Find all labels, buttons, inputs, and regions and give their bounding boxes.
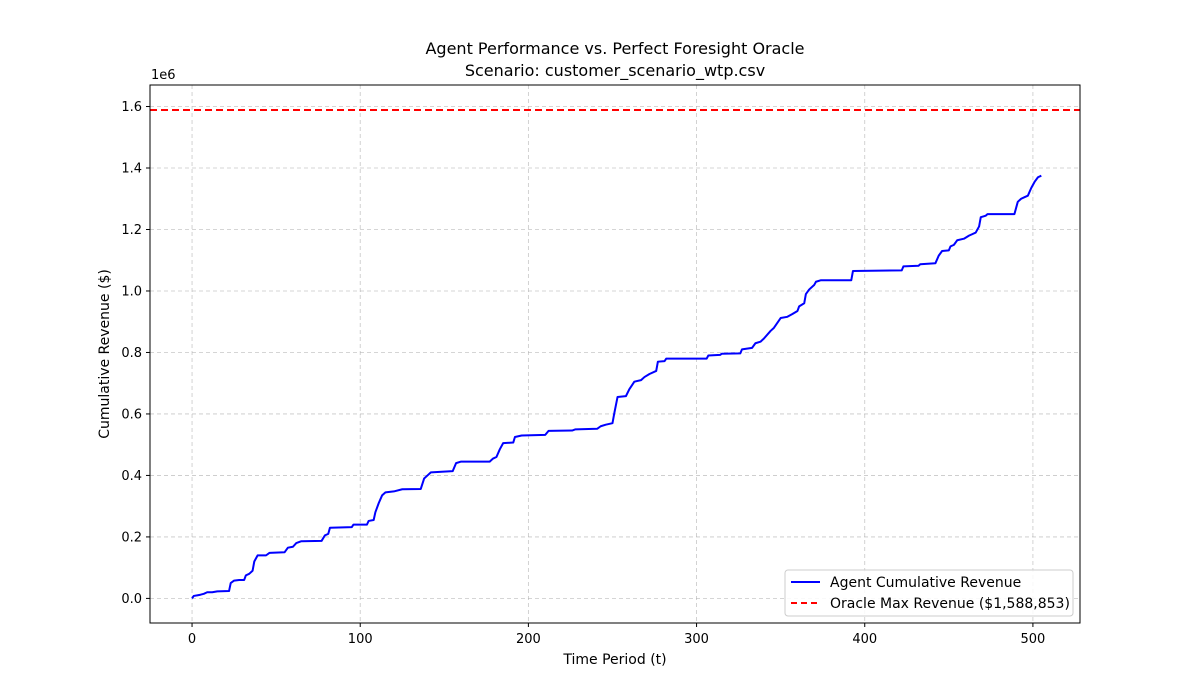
- y-tick-label: 1.4: [121, 162, 142, 177]
- chart-title: Agent Performance vs. Perfect Foresight …: [425, 39, 804, 58]
- x-tick-label: 300: [684, 632, 709, 647]
- y-tick-label: 0.6: [121, 407, 142, 422]
- x-tick-label: 400: [852, 632, 877, 647]
- y-axis: 0.0 0.2 0.4 0.6 0.8 1.0 1.2 1.4 1.6: [121, 100, 150, 607]
- x-tick-label: 0: [188, 632, 196, 647]
- plot-frame: [149, 84, 1081, 624]
- grid: [150, 85, 1080, 623]
- y-tick-label: 0.0: [121, 592, 142, 607]
- agent-revenue-line: [191, 174, 1042, 599]
- chart-subtitle: Scenario: customer_scenario_wtp.csv: [465, 61, 765, 81]
- legend-agent-label: Agent Cumulative Revenue: [830, 575, 1021, 591]
- y-tick-label: 0.2: [121, 530, 142, 545]
- y-tick-label: 0.4: [121, 469, 142, 484]
- y-tick-label: 0.8: [121, 346, 142, 361]
- y-tick-label: 1.0: [121, 284, 142, 299]
- x-tick-label: 500: [1020, 632, 1045, 647]
- plot-area: [150, 108, 1080, 599]
- y-tick-label: 1.2: [121, 223, 142, 238]
- legend-oracle-label: Oracle Max Revenue ($1,588,853): [830, 596, 1070, 612]
- x-axis-label: Time Period (t): [562, 652, 666, 668]
- legend-box: [784, 569, 1074, 617]
- x-tick-label: 200: [516, 632, 541, 647]
- x-axis: 0 100 200 300 400 500: [188, 623, 1045, 647]
- x-tick-label: 100: [348, 632, 373, 647]
- y-offset-text: 1e6: [151, 68, 176, 83]
- y-tick-label: 1.6: [121, 100, 142, 115]
- y-axis-label: Cumulative Revenue ($): [97, 269, 113, 439]
- legend: Agent Cumulative Revenue Oracle Max Reve…: [784, 569, 1074, 617]
